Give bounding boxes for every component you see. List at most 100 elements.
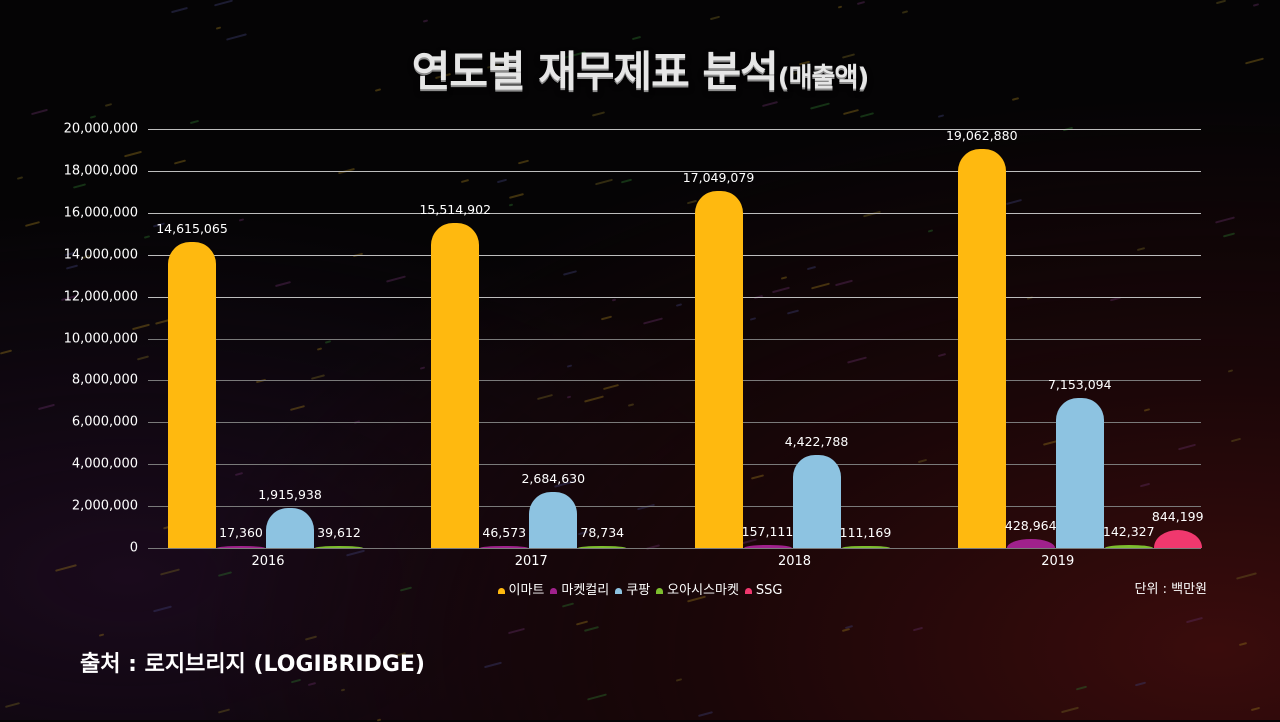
background-speck <box>217 571 232 577</box>
bar-2018-0 <box>694 190 743 548</box>
legend-label: SSG <box>755 583 783 598</box>
background-speck <box>561 602 574 608</box>
bar-2016-3 <box>315 546 363 548</box>
y-tick-label: 20,000,000 <box>63 121 138 137</box>
chart-title: 연도별 재무제표 분석(매출액) <box>0 38 1280 99</box>
value-label: 39,612 <box>317 525 361 540</box>
legend-label: 이마트 <box>508 583 545 598</box>
y-tick-label: 14,000,000 <box>63 247 138 263</box>
background-speck <box>841 628 850 633</box>
x-tick-label: 2017 <box>514 554 548 569</box>
background-speck <box>341 688 346 692</box>
bar-2016-2 <box>266 507 314 548</box>
x-tick-label: 2019 <box>1041 554 1075 569</box>
background-speck <box>1075 685 1087 691</box>
legend-item: SSG <box>744 583 783 598</box>
y-tick-label: 16,000,000 <box>63 205 138 221</box>
background-speck <box>697 710 714 717</box>
background-speck <box>1060 706 1079 714</box>
legend-swatch-icon <box>744 587 752 594</box>
background-speck <box>290 678 302 684</box>
bar-2017-3 <box>578 546 627 548</box>
background-speck <box>586 693 607 701</box>
gridline <box>148 170 1201 172</box>
background-speck <box>1250 707 1260 712</box>
background-speck <box>123 150 143 158</box>
background-speck <box>307 682 317 687</box>
legend-label: 마켓컬리 <box>561 583 610 598</box>
background-speck <box>346 549 366 557</box>
bar-2017-1 <box>480 546 529 548</box>
x-tick-label: 2018 <box>777 554 812 569</box>
gridline <box>148 380 1201 382</box>
bar-2019-0 <box>957 148 1006 548</box>
value-label: 1,915,938 <box>258 486 322 502</box>
background-speck <box>1252 2 1260 7</box>
gridline <box>148 129 1201 130</box>
background-speck <box>1230 437 1242 442</box>
y-tick-label: 18,000,000 <box>63 163 138 179</box>
background-speck <box>152 606 172 613</box>
background-speck <box>507 627 525 634</box>
background-speck <box>1186 617 1204 624</box>
background-speck <box>171 6 189 14</box>
value-label: 15,514,902 <box>419 201 492 217</box>
value-label: 17,049,079 <box>682 169 755 185</box>
gridline <box>148 212 1201 214</box>
background-speck <box>583 626 599 632</box>
background-speck <box>575 620 588 626</box>
gridline <box>148 464 1201 466</box>
y-tick-label: 8,000,000 <box>71 372 138 388</box>
value-label: 7,153,094 <box>1047 377 1112 393</box>
background-speck <box>24 221 40 227</box>
bar-2018-1 <box>743 544 792 548</box>
background-speck <box>189 119 200 124</box>
background-speck <box>137 355 149 361</box>
gridline <box>148 254 1201 256</box>
bar-2019-4 <box>1153 530 1202 548</box>
value-label: 14,615,065 <box>156 220 228 236</box>
gridline <box>148 506 1201 508</box>
background-speck <box>218 708 231 714</box>
bar-2016-1 <box>217 546 265 548</box>
y-tick-label: 6,000,000 <box>71 414 138 430</box>
gridline <box>148 296 1201 298</box>
unit-note: 단위 : 백만원 <box>1134 582 1207 597</box>
plot-area: 14,615,065 17,360 1,915,938 39,612 15,514,90… <box>148 128 1204 549</box>
bar-2019-1 <box>1006 539 1055 548</box>
background-speck <box>592 111 606 117</box>
bar-2019-3 <box>1104 545 1153 548</box>
background-speck <box>1215 0 1226 5</box>
background-speck <box>837 5 843 9</box>
value-label: 2,684,630 <box>521 470 586 486</box>
background-speck <box>860 111 875 118</box>
bar-2017-2 <box>529 491 578 548</box>
value-label: 142,327 <box>1102 524 1155 540</box>
value-label: 111,169 <box>839 524 892 540</box>
background-speck <box>98 633 105 638</box>
background-speck <box>31 109 48 116</box>
background-speck <box>4 702 20 709</box>
background-speck <box>72 183 86 189</box>
bar-2018-2 <box>792 455 841 548</box>
value-label: 78,734 <box>580 525 625 540</box>
background-speck <box>856 1 865 6</box>
background-speck <box>912 626 924 632</box>
background-speck <box>1227 369 1233 373</box>
background-speck <box>66 264 79 270</box>
value-label: 428,964 <box>1004 518 1057 533</box>
background-speck <box>675 678 682 682</box>
background-speck <box>215 26 222 30</box>
background-speck <box>422 19 429 23</box>
title-main: 연도별 재무제표 분석 <box>411 47 779 96</box>
title-sub: (매출액) <box>777 63 870 93</box>
x-tick-label: 2016 <box>251 554 285 569</box>
background-speck <box>160 568 181 576</box>
background-speck <box>901 9 909 14</box>
legend-swatch-icon <box>656 587 664 594</box>
legend-item: 마켓컬리 <box>550 579 609 598</box>
background-speck <box>1222 232 1235 238</box>
background-speck <box>1239 642 1248 647</box>
legend-swatch-icon <box>615 587 623 594</box>
gridline <box>148 422 1201 424</box>
